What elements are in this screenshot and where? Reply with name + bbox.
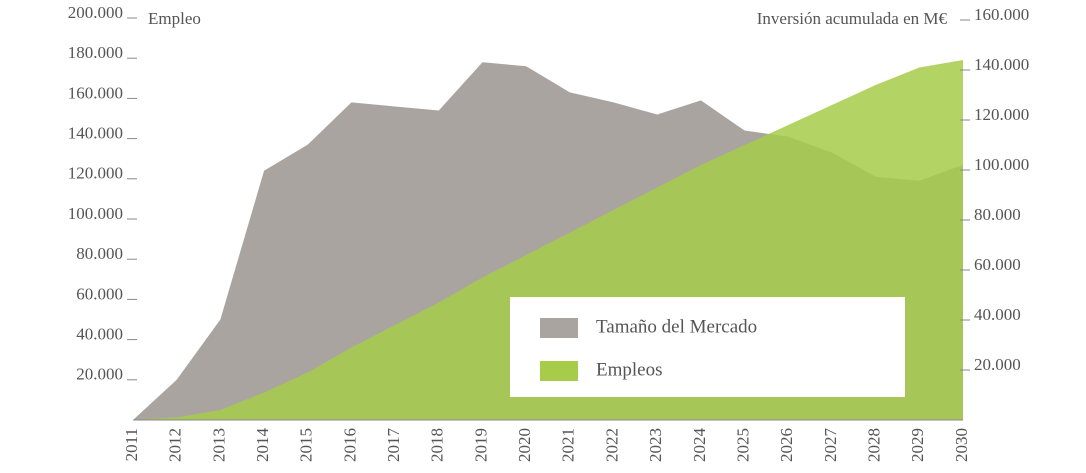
x-tick-label: 2012 — [166, 428, 185, 462]
y2-tick-label: 160.000 — [974, 5, 1029, 24]
x-tick-label: 2024 — [690, 428, 709, 463]
y2-tick-label: 140.000 — [974, 55, 1029, 74]
x-tick-label: 2029 — [908, 428, 927, 462]
x-tick-label: 2027 — [821, 428, 840, 463]
y-tick-label: 40.000 — [76, 325, 123, 344]
y2-tick-label: 80.000 — [974, 205, 1021, 224]
y-tick-label: 160.000 — [68, 83, 123, 102]
y-tick-label: 180.000 — [68, 43, 123, 62]
y2-axis-title: Inversión acumulada en M€ — [757, 9, 948, 28]
y-axis-title: Empleo — [148, 9, 201, 28]
legend-swatch — [540, 361, 578, 381]
y-tick-label: 120.000 — [68, 164, 123, 183]
x-tick-label: 2015 — [297, 428, 316, 462]
y-tick-label: 80.000 — [76, 244, 123, 263]
x-tick-label: 2016 — [340, 428, 359, 462]
x-tick-label: 2030 — [952, 428, 971, 462]
y2-tick-label: 100.000 — [974, 155, 1029, 174]
y-tick-label: 100.000 — [68, 204, 123, 223]
y2-tick-label: 60.000 — [974, 255, 1021, 274]
x-tick-label: 2011 — [122, 428, 141, 461]
x-tick-label: 2025 — [733, 428, 752, 462]
legend-label: Empleos — [596, 359, 663, 380]
x-tick-label: 2021 — [559, 428, 578, 462]
y2-tick-label: 120.000 — [974, 105, 1029, 124]
x-tick-label: 2019 — [471, 428, 490, 462]
legend-label: Tamaño del Mercado — [596, 316, 757, 337]
x-tick-label: 2018 — [428, 428, 447, 462]
y-tick-label: 140.000 — [68, 124, 123, 143]
x-tick-label: 2023 — [646, 428, 665, 462]
legend-box — [510, 297, 905, 397]
y-tick-label: 20.000 — [76, 365, 123, 384]
y2-tick-label: 40.000 — [974, 305, 1021, 324]
x-tick-label: 2017 — [384, 428, 403, 463]
y-tick-label: 60.000 — [76, 284, 123, 303]
x-tick-label: 2022 — [602, 428, 621, 462]
x-tick-label: 2020 — [515, 428, 534, 462]
y-tick-label: 200.000 — [68, 3, 123, 22]
x-tick-label: 2013 — [209, 428, 228, 462]
x-tick-label: 2026 — [777, 428, 796, 462]
legend-swatch — [540, 318, 578, 338]
x-tick-label: 2028 — [865, 428, 884, 462]
y2-tick-label: 20.000 — [974, 355, 1021, 374]
x-tick-label: 2014 — [253, 428, 272, 463]
